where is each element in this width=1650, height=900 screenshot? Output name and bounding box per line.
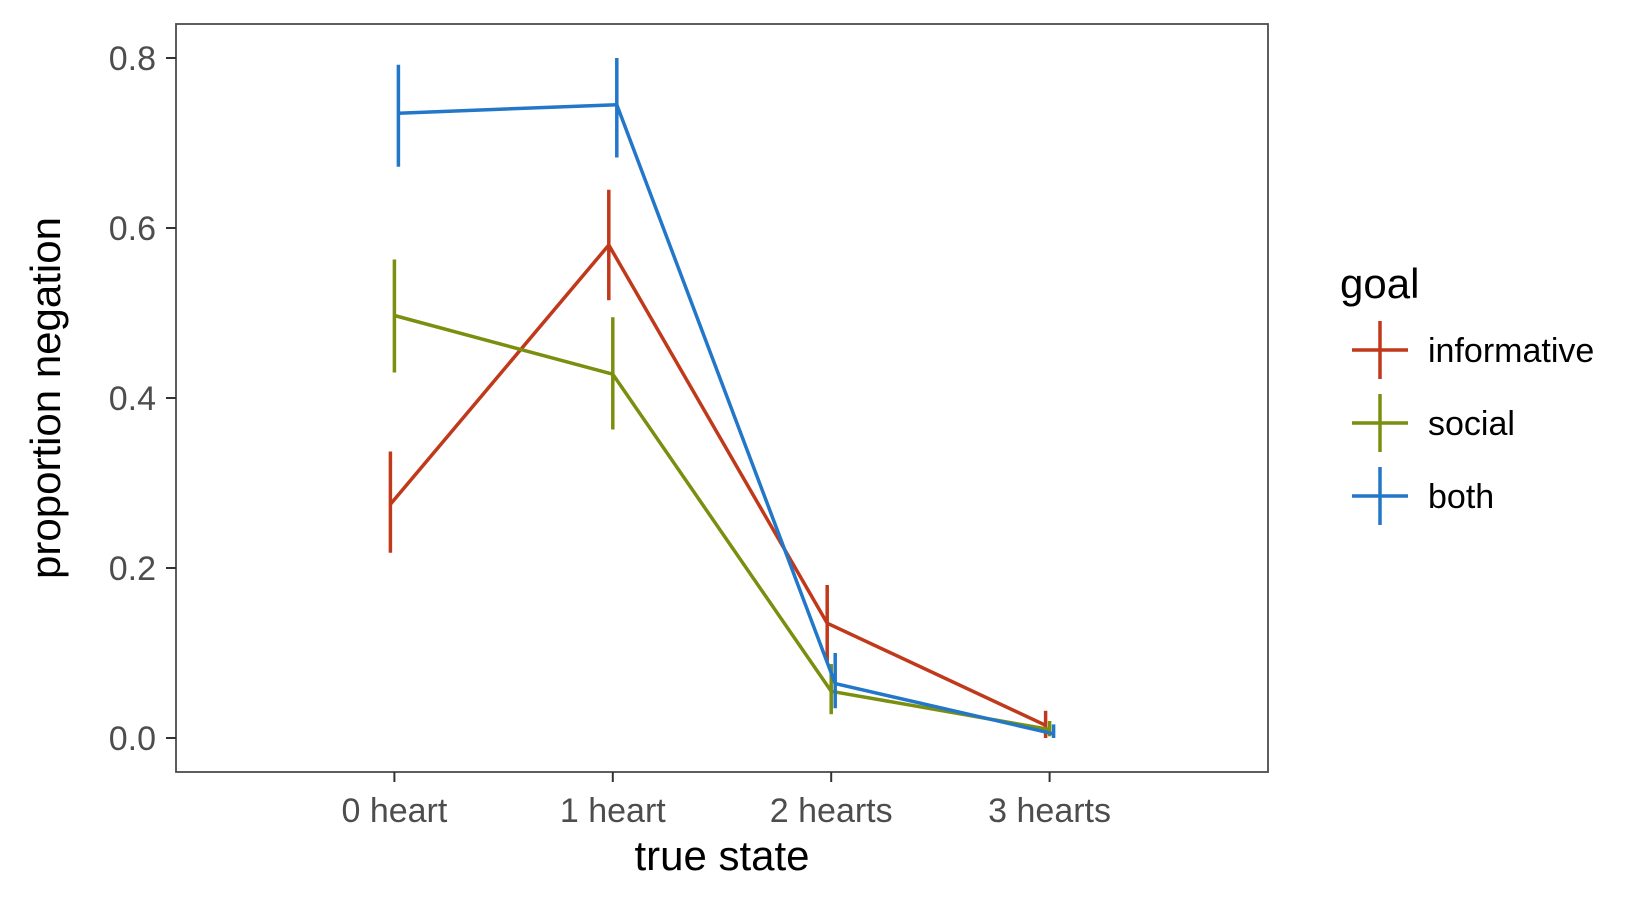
series-line-social [393,313,1050,732]
y-tick-label: 0.6 [109,210,156,248]
x-tick-label: 2 hearts [770,792,893,830]
series-line-both [398,102,1054,736]
series-line-informative [389,243,1047,727]
y-tick-label: 0.2 [109,550,156,588]
legend-label-social: social [1428,405,1515,443]
y-tick-label: 0.8 [109,40,156,78]
legend-title: goal [1340,260,1419,307]
x-axis: 0 heart 1 heart 2 hearts 3 hearts [341,772,1111,830]
plot-panel-border [175,23,1269,773]
legend-label-both: both [1428,478,1494,516]
legend-items: informative social both [1352,321,1594,525]
x-tick-label: 0 heart [341,792,447,830]
y-axis-title: proportion negation [22,217,69,579]
y-tick-label: 0.4 [109,380,156,418]
legend: goal informative social both [1340,260,1594,525]
y-axis: 0.0 0.2 0.4 0.6 0.8 [109,40,176,758]
legend-label-informative: informative [1428,332,1594,370]
x-tick-label: 1 heart [560,792,666,830]
x-tick-label: 3 hearts [988,792,1111,830]
series-layer [388,58,1056,738]
x-axis-title: true state [634,832,809,879]
y-tick-label: 0.0 [109,720,156,758]
